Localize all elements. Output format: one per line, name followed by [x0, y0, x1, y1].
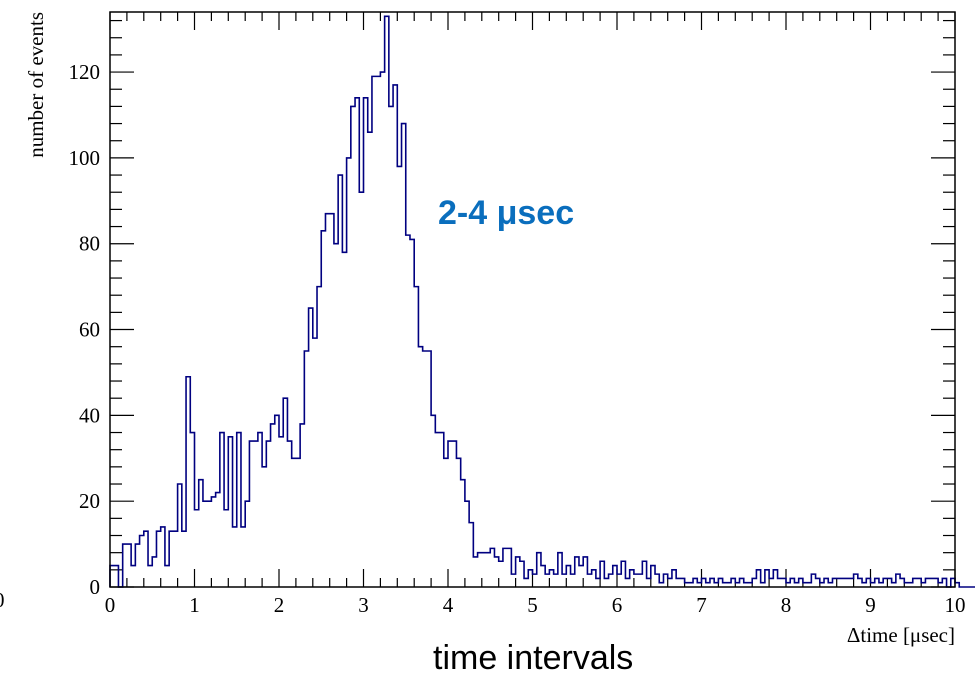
x-tick-label: 7: [696, 593, 707, 617]
range-annotation: 2-4 μsec: [438, 194, 574, 232]
x-tick-label: 9: [865, 593, 876, 617]
caption-label: time intervals: [433, 639, 633, 675]
x-tick-label: 5: [527, 593, 538, 617]
y-tick-label: 120: [69, 60, 101, 84]
stray-zero-label: 0: [0, 588, 5, 612]
y-tick-label: 0: [90, 575, 101, 599]
y-tick-label: 40: [79, 403, 100, 427]
x-tick-label: 6: [612, 593, 623, 617]
x-tick-label: 4: [443, 593, 454, 617]
x-tick-label: 3: [358, 593, 369, 617]
histogram-series: [109, 15, 975, 588]
y-tick-label: 60: [79, 318, 100, 342]
x-axis-title: Δtime [μsec]: [847, 623, 955, 647]
x-tick-label: 2: [274, 593, 285, 617]
y-tick-labels: 0 20 40 60 80 100 120: [69, 60, 101, 599]
y-tick-label: 20: [79, 489, 100, 513]
plot-frame: [109, 11, 956, 588]
x-tick-label: 10: [945, 593, 966, 617]
y-tick-label: 100: [69, 146, 101, 170]
x-tick-label: 8: [781, 593, 792, 617]
x-tick-label: 0: [105, 593, 116, 617]
x-tick-label: 1: [189, 593, 200, 617]
y-axis-title: number of events: [24, 12, 48, 158]
x-tick-labels: 0 1 2 3 4 5 6 7 8 9 10: [105, 593, 966, 617]
y-tick-label: 80: [79, 232, 100, 256]
